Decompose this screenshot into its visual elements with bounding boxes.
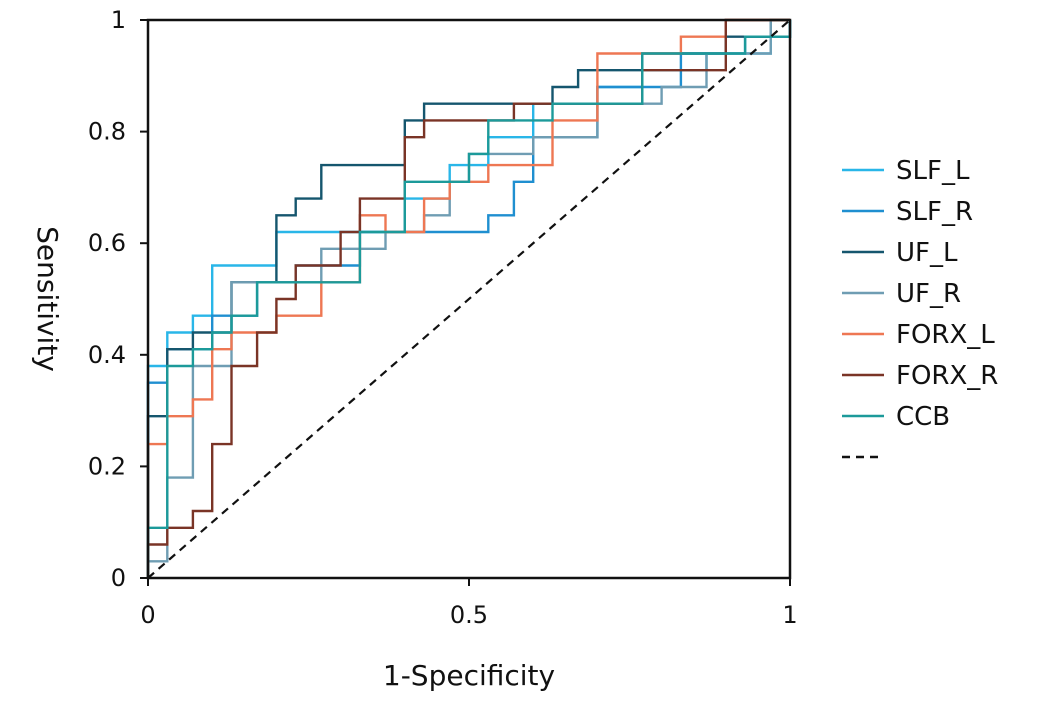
legend: SLF_L SLF_R UF_L UF_R FORX_L FORX_R CCB xyxy=(842,156,998,459)
series-layer xyxy=(146,18,792,579)
series-line-ccb xyxy=(146,20,792,578)
legend-item-ccb: CCB xyxy=(842,402,950,432)
legend-label: SLF_R xyxy=(896,197,973,227)
legend-item-slf-l: SLF_L xyxy=(842,156,970,186)
legend-item-forx-r: FORX_R xyxy=(842,361,998,391)
legend-item-uf-l: UF_L xyxy=(842,238,958,268)
y-tick-label: 0 xyxy=(111,564,126,592)
y-tick-label: 0.2 xyxy=(88,452,126,480)
legend-label: FORX_R xyxy=(896,361,998,391)
series-line-forx-r xyxy=(146,18,790,578)
legend-item-forx-l: FORX_L xyxy=(842,320,995,350)
legend-label: CCB xyxy=(896,402,950,432)
x-tick-label: 1 xyxy=(782,601,797,629)
series-line-forx-l xyxy=(146,18,790,578)
y-tick-label: 1 xyxy=(111,6,126,34)
y-tick-label: 0.4 xyxy=(88,341,126,369)
x-tick-label: 0.5 xyxy=(450,601,488,629)
legend-label: UF_L xyxy=(896,238,958,268)
x-axis-title: 1-Specificity xyxy=(383,659,555,692)
legend-label: SLF_L xyxy=(896,156,970,186)
legend-label: FORX_L xyxy=(896,320,995,350)
x-tick-label: 0 xyxy=(140,601,155,629)
axis-ticks: 0 0.5 1 0 0.2 0.4 0.6 0.8 1 xyxy=(88,6,798,629)
legend-label: UF_R xyxy=(896,279,961,309)
legend-item-slf-r: SLF_R xyxy=(842,197,973,227)
y-axis-title: Sensitivity xyxy=(31,226,64,372)
y-tick-label: 0.6 xyxy=(88,229,126,257)
legend-item-uf-r: UF_R xyxy=(842,279,961,309)
series-line-reference xyxy=(147,19,791,579)
y-tick-label: 0.8 xyxy=(88,118,126,146)
